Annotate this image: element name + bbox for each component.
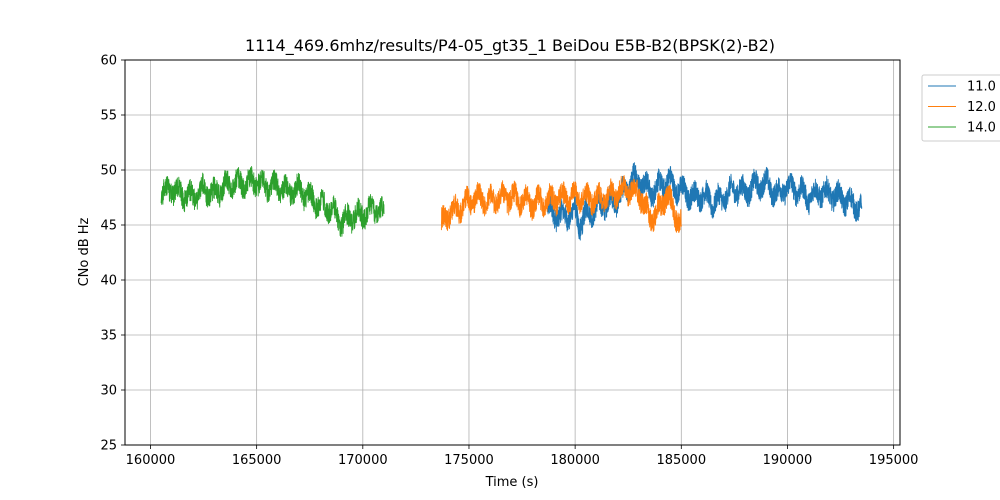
plot-frame [124, 59, 901, 446]
y-tick-label: 60 [100, 54, 117, 69]
series-line [547, 162, 863, 241]
x-tick-label: 165000 [232, 453, 282, 468]
y-tick-label: 50 [100, 164, 117, 179]
legend-label: 14.0 [967, 121, 996, 136]
y-axis-title: CNo dB Hz [77, 217, 92, 286]
legend-label: 12.0 [967, 100, 996, 115]
y-tick-label: 45 [100, 219, 117, 234]
x-tick-label: 180000 [550, 453, 600, 468]
series-line [160, 166, 385, 237]
series-line [440, 175, 682, 233]
x-tick-label: 195000 [869, 453, 919, 468]
y-tick-label: 35 [100, 329, 117, 344]
series-layer [160, 162, 863, 241]
x-axis-title: Time (s) [485, 475, 539, 490]
legend: 11.0 12.0 14.0 [921, 74, 1000, 142]
y-tick-label: 40 [100, 274, 117, 289]
y-tick-label: 25 [100, 439, 117, 454]
x-tick-label: 190000 [763, 453, 813, 468]
legend-box [921, 74, 1000, 142]
tick-layer: 160000 165000 170000 175000 180000 185000 1900… [100, 54, 918, 469]
x-tick-label: 175000 [444, 453, 494, 468]
x-tick-label: 160000 [126, 453, 176, 468]
x-tick-label: 185000 [656, 453, 706, 468]
y-tick-label: 55 [100, 109, 117, 124]
grid-layer [125, 59, 900, 446]
x-tick-label: 170000 [338, 453, 388, 468]
y-tick-label: 30 [100, 384, 117, 399]
legend-label: 11.0 [967, 80, 996, 95]
chart-title: 1114_469.6mhz/results/P4-05_gt35_1 BeiDo… [245, 36, 775, 56]
